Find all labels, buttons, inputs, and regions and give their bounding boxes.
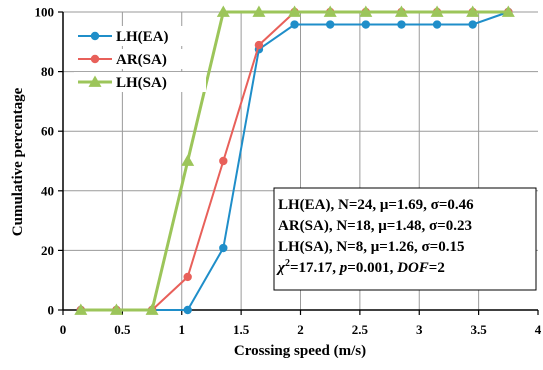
x-tick-label: 2.5 bbox=[352, 322, 369, 337]
x-tick-label: 4 bbox=[535, 322, 542, 337]
data-point bbox=[145, 303, 159, 315]
x-tick-label: 0 bbox=[60, 322, 67, 337]
data-point bbox=[466, 5, 480, 17]
data-point bbox=[397, 20, 406, 29]
stats-line: LH(SA), N=8, μ=1.26, σ=0.15 bbox=[278, 239, 464, 255]
legend-bg bbox=[74, 49, 206, 69]
data-point bbox=[109, 303, 123, 315]
x-tick-label: 1.5 bbox=[233, 322, 250, 337]
stats-line: LH(EA), N=24, μ=1.69, σ=0.46 bbox=[278, 197, 474, 213]
data-point bbox=[430, 5, 444, 17]
data-point bbox=[252, 5, 266, 17]
data-point bbox=[501, 5, 515, 17]
x-tick-label: 3.5 bbox=[471, 322, 488, 337]
stats-box-frame bbox=[273, 187, 537, 291]
series-lh-sa bbox=[74, 5, 515, 315]
x-tick-label: 1 bbox=[179, 322, 186, 337]
data-point bbox=[90, 54, 100, 64]
data-point bbox=[216, 5, 230, 17]
y-axis-label: Cumulative percentage bbox=[10, 87, 26, 236]
legend-item: LH(EA) bbox=[74, 26, 206, 46]
legend-item: LH(SA) bbox=[74, 72, 206, 92]
data-point bbox=[323, 5, 337, 17]
data-point bbox=[290, 20, 299, 29]
stats-line: AR(SA), N=18, μ=1.48, σ=0.23 bbox=[278, 218, 472, 234]
y-tick-label: 0 bbox=[48, 303, 55, 318]
legend-bg bbox=[74, 72, 206, 92]
data-point bbox=[468, 20, 477, 29]
data-point bbox=[359, 5, 373, 17]
data-point bbox=[183, 305, 192, 315]
legend: LH(EA) AR(SA) LH(SA) bbox=[74, 26, 206, 92]
data-point bbox=[88, 75, 102, 87]
legend-label: AR(SA) bbox=[116, 52, 167, 68]
data-point bbox=[254, 40, 264, 50]
x-tick-label: 3 bbox=[416, 322, 423, 337]
x-axis-label: Crossing speed (m/s) bbox=[234, 343, 366, 359]
legend-item: AR(SA) bbox=[74, 49, 206, 69]
data-point bbox=[325, 20, 335, 29]
data-point bbox=[74, 303, 88, 315]
data-point bbox=[288, 5, 302, 17]
y-tick-label: 60 bbox=[41, 124, 54, 139]
y-tick-label: 100 bbox=[35, 5, 55, 20]
data-point bbox=[432, 20, 442, 29]
y-tick-label: 20 bbox=[41, 243, 54, 258]
stats-chi-square: χ2=17.17, p=0.001, DOF=2 bbox=[276, 258, 445, 276]
data-point bbox=[219, 243, 228, 253]
y-tick-label: 40 bbox=[41, 183, 54, 198]
legend-bg bbox=[74, 26, 206, 46]
y-tick-label: 80 bbox=[41, 64, 54, 79]
series bbox=[74, 5, 515, 315]
data-point bbox=[219, 156, 228, 166]
data-point bbox=[90, 31, 100, 41]
data-point bbox=[361, 20, 371, 29]
x-tick-label: 2 bbox=[297, 322, 304, 337]
legend-label: LH(EA) bbox=[116, 29, 169, 45]
stats-box: LH(EA), N=24, μ=1.69, σ=0.46 AR(SA), N=18… bbox=[273, 187, 537, 291]
data-point bbox=[394, 5, 408, 17]
x-tick-label: 0.5 bbox=[114, 322, 131, 337]
legend-label: LH(SA) bbox=[116, 75, 167, 91]
data-point bbox=[183, 272, 192, 282]
data-point bbox=[181, 154, 195, 166]
